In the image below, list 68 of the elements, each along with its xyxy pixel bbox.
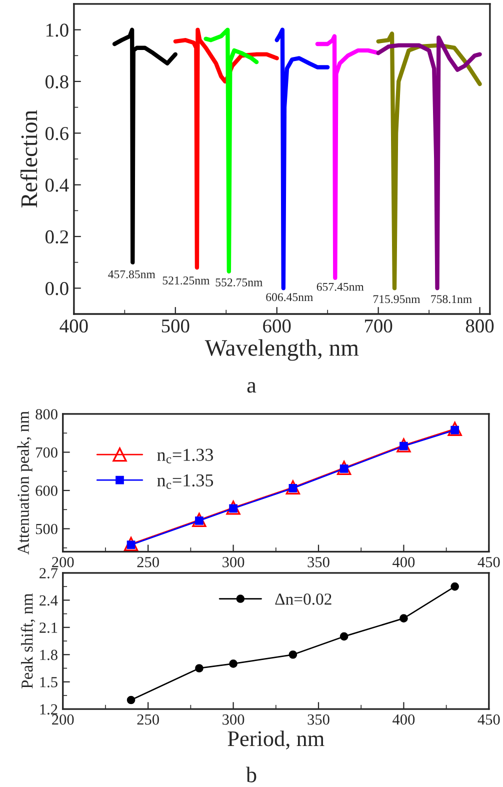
point (126, 696, 136, 704)
y-tick-label: 2.4 (40, 595, 58, 606)
annotation: 457.85nm (108, 270, 156, 278)
x-tick-label: 500 (162, 319, 190, 333)
point (195, 664, 204, 672)
annotation: 552.75nm (216, 278, 263, 286)
y-axis-title: Peak shift, nm (20, 593, 36, 688)
x-tick-label: 450 (478, 714, 500, 725)
point (192, 512, 206, 528)
y-tick-label: 0.8 (46, 75, 68, 88)
x-tick-label: 350 (308, 714, 330, 725)
point (448, 422, 462, 436)
point (288, 650, 298, 659)
x-tick-label: 350 (308, 556, 330, 568)
line-series (204, 28, 259, 274)
y-tick-label: 1.0 (46, 24, 68, 37)
x-tick-label: 400 (392, 556, 415, 568)
x-tick-label: 400 (60, 319, 88, 333)
y-tick-label: 0.0 (46, 282, 68, 296)
annotation: 715.95nm (374, 295, 420, 304)
x-tick-label: 600 (263, 319, 291, 333)
text: a (247, 382, 256, 393)
line-series (173, 28, 279, 270)
x-tick-label: 300 (222, 714, 244, 725)
y-tick-label: 1.2 (40, 704, 58, 715)
y-tick-label: 700 (36, 447, 58, 458)
y-tick-label: 0.6 (46, 126, 68, 140)
x-tick-label: 400 (392, 714, 415, 725)
x-tick-label: 250 (137, 714, 159, 725)
y-axis-title: Attenuation peak, nm (17, 411, 32, 555)
line-series (315, 34, 380, 280)
point (450, 582, 459, 591)
point (226, 500, 240, 515)
point (286, 480, 300, 494)
line-series (112, 28, 178, 264)
x-tick-label: 450 (478, 556, 500, 568)
y-tick-label: 2.7 (40, 568, 58, 578)
point (396, 438, 411, 452)
point (400, 614, 408, 622)
y-axis-title: Reflection (20, 110, 38, 208)
annotation: 758.1nm (431, 295, 472, 304)
point (336, 460, 352, 475)
text: b (246, 766, 256, 782)
x-tick-label: 800 (466, 319, 494, 333)
x-tick-label: 200 (52, 714, 74, 725)
x-axis-title: Wavelength, nm (204, 339, 359, 361)
x-axis-title: Period, nm (228, 730, 324, 750)
legend-label: Δn=0.02 (275, 594, 332, 605)
y-tick-label: 1.8 (40, 650, 58, 660)
x-tick-label: 300 (222, 556, 244, 568)
y-tick-label: 800 (36, 409, 58, 420)
point (229, 660, 238, 668)
y-tick-label: 0.4 (46, 178, 69, 192)
x-tick-label: 700 (365, 319, 392, 333)
legend-label: n$_{c}$=1.33 (157, 448, 214, 464)
x-tick-label: 250 (137, 556, 159, 568)
y-tick-label: 0.2 (46, 230, 68, 244)
y-tick-label: 1.5 (40, 677, 58, 688)
x-tick-label: 200 (52, 556, 74, 568)
y-tick-label: 2.1 (40, 622, 58, 633)
point (124, 536, 138, 552)
annotation: 606.45nm (266, 293, 313, 302)
y-tick-label: 600 (36, 486, 58, 496)
annotation: 657.45nm (316, 282, 364, 291)
annotation: 521.25nm (162, 276, 210, 285)
y-tick-label: 500 (36, 524, 58, 534)
legend-label: n$_{c}$=1.35 (157, 474, 214, 489)
point (340, 632, 348, 641)
